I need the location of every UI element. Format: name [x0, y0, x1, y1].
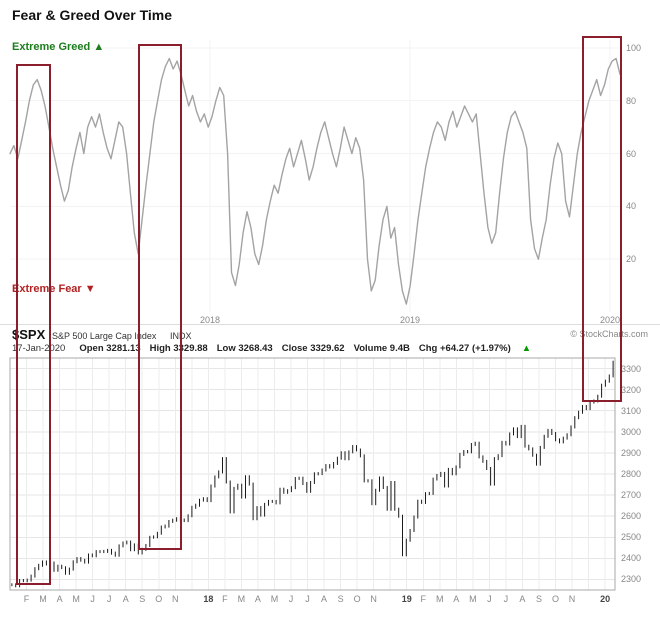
quote-chg: Chg +64.27 (+1.97%)	[418, 343, 511, 354]
extreme-fear-label: Extreme Fear ▼	[12, 283, 96, 295]
change-up-arrow-icon: ▲	[521, 343, 532, 354]
quote-close: Close 3329.62	[281, 343, 345, 354]
spx-price-bars	[11, 360, 614, 588]
quote-volume: Volume 9.4B	[353, 343, 410, 354]
quote-date: 17-Jan-2020	[12, 343, 66, 354]
page-title: Fear & Greed Over Time	[12, 7, 173, 23]
spx-quote-line: 17-Jan-2020 Open 3281.13 High 3329.88 Low 3…	[12, 343, 531, 354]
fear-greed-line	[9, 57, 621, 305]
quote-open: Open 3281.13	[79, 343, 141, 354]
panel-separator	[0, 324, 660, 325]
quote-low: Low 3268.43	[216, 343, 273, 354]
extreme-greed-label: Extreme Greed ▲	[12, 41, 105, 53]
quote-high: High 3329.88	[149, 343, 208, 354]
spx-index-name: S&P 500 Large Cap Index	[52, 331, 157, 341]
spx-exchange: INDX	[170, 331, 192, 341]
spx-symbol: $SPX	[12, 327, 46, 342]
stockcharts-copyright: © StockCharts.com	[570, 329, 648, 339]
